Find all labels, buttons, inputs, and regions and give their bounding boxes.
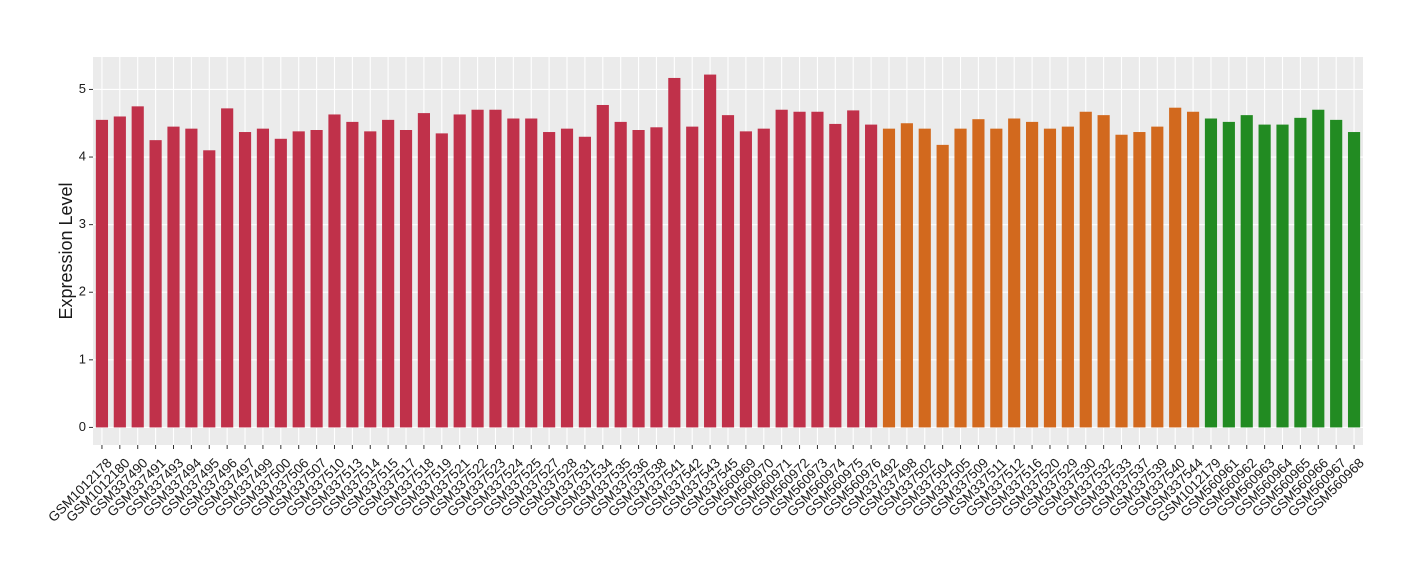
bar	[167, 126, 180, 428]
bar	[739, 131, 752, 428]
bar	[865, 124, 878, 428]
bar	[131, 106, 144, 428]
y-tick-label: 0	[79, 419, 86, 434]
bar	[292, 131, 305, 428]
y-tick-label: 5	[79, 81, 86, 96]
bar	[829, 123, 842, 428]
bar	[310, 130, 323, 428]
bar	[256, 128, 270, 428]
bar	[1097, 115, 1110, 428]
bar	[900, 123, 913, 428]
bar	[328, 114, 341, 428]
bar	[1276, 124, 1289, 428]
y-tick-label: 1	[79, 351, 86, 366]
bar	[453, 114, 466, 428]
y-tick-label: 2	[79, 284, 86, 299]
bar	[113, 116, 126, 428]
bar	[596, 104, 609, 428]
bar	[382, 119, 395, 428]
bar	[364, 131, 377, 428]
bar	[95, 119, 109, 428]
bar	[525, 118, 538, 428]
bar	[560, 128, 574, 428]
y-tick-label: 4	[79, 148, 86, 163]
bar	[1169, 107, 1182, 428]
bar	[632, 130, 645, 428]
bar	[417, 113, 430, 428]
bar	[1115, 134, 1128, 428]
bar	[149, 140, 162, 428]
bar	[918, 128, 931, 428]
bar	[1043, 128, 1057, 428]
bar	[1061, 126, 1074, 428]
bar	[668, 77, 681, 428]
bar	[1133, 132, 1146, 428]
bar	[721, 115, 735, 428]
bar	[1079, 111, 1092, 428]
bar	[614, 121, 627, 428]
bar	[471, 109, 484, 428]
bar	[1258, 124, 1271, 428]
bar	[1222, 121, 1235, 428]
bar	[793, 111, 806, 428]
bar	[757, 128, 770, 428]
bar	[811, 111, 824, 428]
bar	[578, 136, 591, 428]
bar	[882, 128, 896, 428]
bar	[1026, 121, 1039, 428]
bar	[775, 109, 788, 428]
bar	[686, 126, 699, 428]
bar	[507, 118, 520, 428]
bar	[1240, 115, 1253, 428]
bar	[489, 109, 502, 428]
bar	[1294, 117, 1307, 428]
bar	[185, 128, 198, 428]
bar	[936, 144, 949, 428]
bar	[221, 108, 234, 428]
bar	[1204, 118, 1218, 428]
y-tick-label: 3	[79, 216, 86, 231]
bar	[1330, 119, 1343, 428]
bar	[650, 127, 663, 428]
bar	[1186, 111, 1200, 428]
bar	[435, 133, 448, 428]
bar	[847, 110, 860, 428]
y-axis-title: Expression Level	[56, 182, 76, 319]
bar	[1008, 118, 1021, 428]
bar	[704, 74, 717, 428]
bar	[1312, 109, 1325, 428]
bar	[238, 132, 252, 428]
bar	[954, 128, 967, 428]
bar	[274, 138, 287, 428]
bar	[346, 121, 359, 428]
bar	[990, 128, 1003, 428]
bar	[543, 132, 556, 428]
bar	[972, 119, 985, 428]
bar	[203, 150, 216, 428]
bar	[399, 130, 413, 428]
bar	[1347, 132, 1361, 428]
bar	[1151, 126, 1164, 428]
